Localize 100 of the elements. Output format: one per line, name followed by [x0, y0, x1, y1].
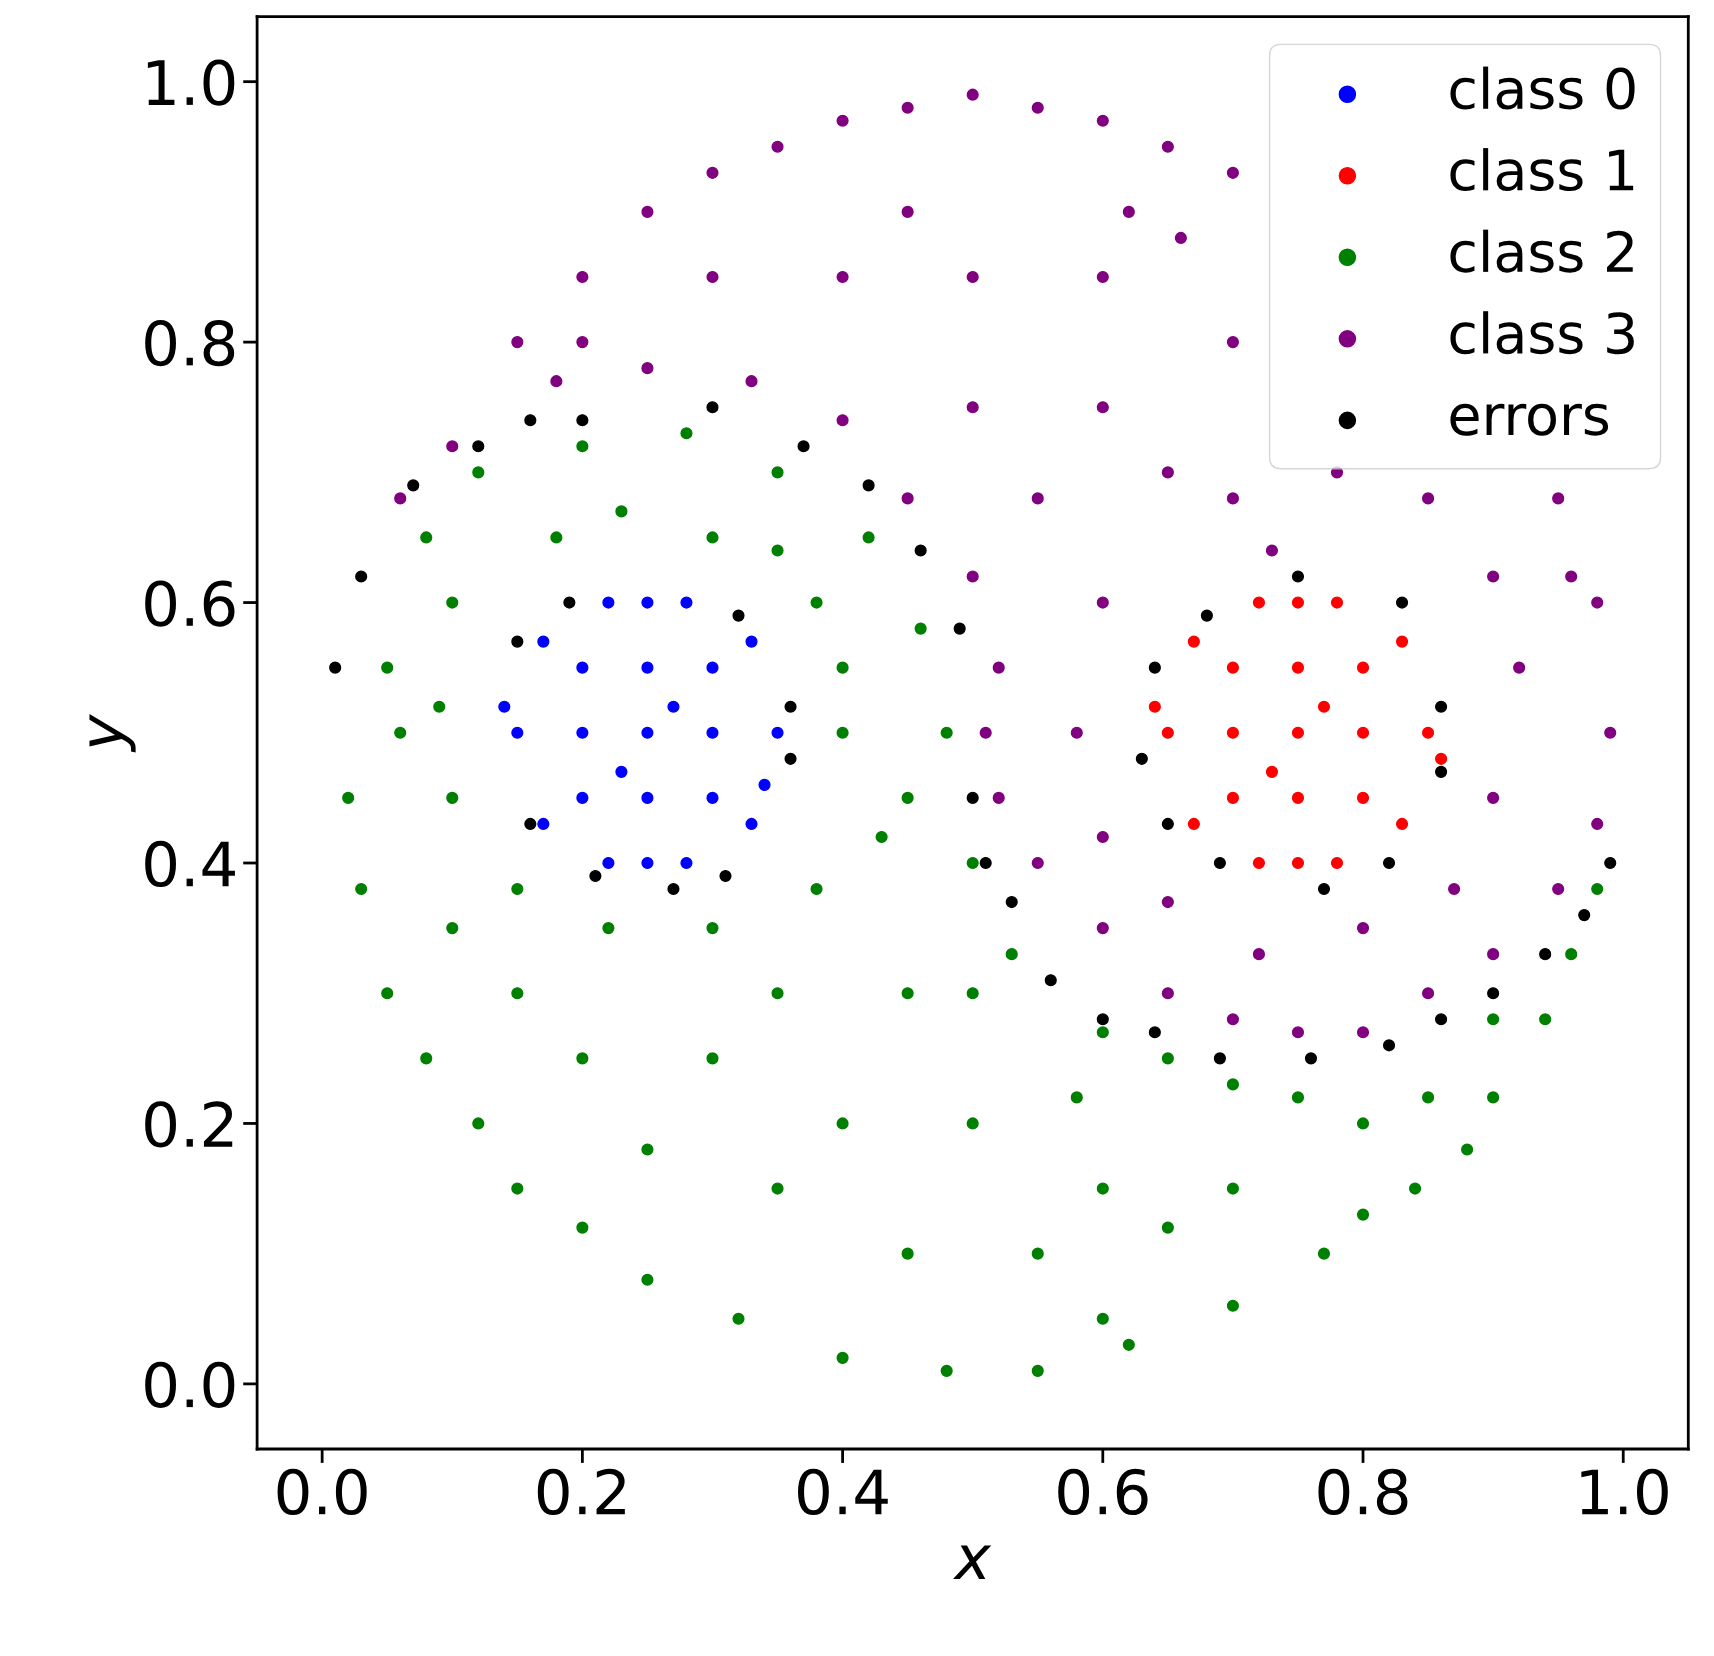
point [758, 778, 771, 791]
y-tick-label: 0.8 [145, 319, 235, 367]
point [524, 414, 537, 427]
point [563, 596, 576, 609]
point [1096, 1013, 1109, 1026]
x-tick-label: 1.0 [1581, 1468, 1668, 1516]
point [602, 596, 615, 609]
y-tick-label: 0.4 [145, 840, 235, 888]
point [1226, 791, 1239, 804]
point [979, 856, 992, 870]
point [862, 479, 875, 492]
point [706, 791, 719, 804]
legend-label: class 1 [1450, 148, 1634, 192]
point [1330, 856, 1344, 870]
point [680, 856, 693, 870]
y-tick-label: 1.0 [147, 59, 235, 106]
point [1291, 791, 1305, 804]
point [1200, 609, 1213, 622]
point [1395, 635, 1409, 648]
point [1213, 1052, 1226, 1065]
legend-label: class 2 [1450, 229, 1633, 273]
point [498, 700, 511, 713]
point [1252, 596, 1266, 609]
point [914, 544, 927, 557]
x-tick-label: 0.6 [1058, 1468, 1148, 1516]
y-tick-label: 0.0 [145, 1361, 235, 1408]
point [745, 635, 758, 648]
point [1226, 661, 1239, 674]
point [1395, 817, 1409, 831]
point [1161, 726, 1174, 739]
point [1356, 661, 1370, 674]
point [1304, 1052, 1318, 1065]
point [953, 622, 966, 635]
point [1187, 817, 1200, 831]
y-tick-label: 0.6 [145, 580, 235, 627]
point [1187, 635, 1200, 648]
point [1226, 726, 1239, 739]
point [1148, 661, 1161, 674]
point [472, 440, 485, 453]
point [1435, 752, 1448, 765]
point [667, 700, 680, 713]
point [1291, 726, 1305, 739]
point [589, 869, 602, 883]
point [719, 869, 732, 883]
point [1317, 700, 1331, 713]
point [511, 726, 524, 739]
point [511, 635, 524, 648]
point [1148, 1026, 1161, 1039]
point [1148, 700, 1161, 713]
point [1604, 856, 1617, 870]
point [784, 700, 797, 713]
point [1382, 856, 1396, 870]
point [1435, 1013, 1448, 1026]
legend-label: class 0 [1450, 66, 1635, 110]
x-axis-title: x [953, 1545, 992, 1579]
point [524, 817, 537, 831]
point [1487, 987, 1500, 1000]
point [1382, 1039, 1396, 1052]
point [1252, 856, 1266, 870]
point [576, 791, 589, 804]
point [641, 596, 654, 609]
y-axis-title: y [89, 714, 136, 753]
point [1421, 726, 1435, 739]
legend-label: errors [1450, 403, 1609, 436]
x-tick-label: 0.2 [537, 1468, 625, 1516]
point [745, 817, 758, 831]
x-tick-label: 0.8 [1318, 1468, 1408, 1516]
point [641, 791, 654, 804]
y-tick-label: 0.2 [145, 1101, 233, 1148]
point [680, 596, 693, 609]
point [797, 440, 810, 453]
point [1330, 596, 1344, 609]
point [1291, 570, 1305, 583]
point [576, 661, 589, 674]
point [1213, 856, 1226, 870]
point [1435, 700, 1448, 713]
point [329, 661, 342, 674]
point [966, 791, 979, 804]
legend-label: class 3 [1450, 311, 1634, 355]
point [1161, 817, 1174, 831]
point [641, 856, 654, 870]
point [615, 765, 628, 778]
point [576, 414, 589, 427]
point [706, 661, 719, 674]
point [1291, 856, 1305, 870]
point [1578, 909, 1591, 922]
x-tick-label: 0.0 [277, 1468, 367, 1516]
point [1291, 596, 1305, 609]
point [732, 609, 745, 622]
point [1356, 726, 1370, 739]
point [706, 401, 719, 414]
point [1356, 791, 1370, 804]
point [1435, 765, 1448, 778]
point [1135, 752, 1148, 765]
point [667, 882, 680, 896]
point [1395, 596, 1409, 609]
point [537, 635, 550, 648]
point [641, 661, 654, 674]
point [1317, 882, 1331, 896]
x-tick-label: 0.4 [798, 1468, 888, 1516]
